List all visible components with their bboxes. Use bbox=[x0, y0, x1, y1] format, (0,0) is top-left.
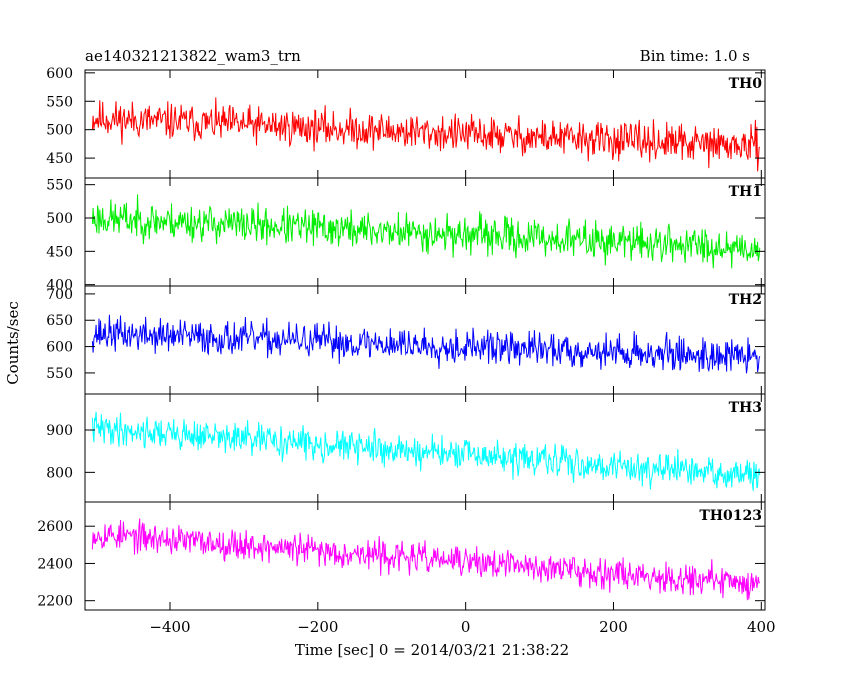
y-tick-label: 450 bbox=[46, 244, 73, 260]
panel-label-th0: TH0 bbox=[729, 76, 763, 92]
y-tick-label: 700 bbox=[46, 287, 73, 303]
chart-title: ae140321213822_wam3_trn bbox=[85, 47, 301, 65]
panel-th3: 800 900 TH3 bbox=[46, 393, 766, 503]
x-tick-label: −200 bbox=[297, 618, 338, 636]
x-tick-label: 200 bbox=[599, 618, 628, 636]
y-tick-label: 600 bbox=[46, 340, 73, 356]
y-tick-label: 800 bbox=[46, 465, 73, 481]
y-tick-label: 900 bbox=[46, 423, 73, 439]
series-line-th2 bbox=[91, 314, 761, 374]
x-tick-label: 0 bbox=[461, 618, 471, 636]
panels-group: 450 500 550 600 TH0 400 450 500 550 TH1 550 600 650 7… bbox=[37, 66, 766, 611]
series-line-th0123 bbox=[91, 518, 761, 601]
y-tick-label: 650 bbox=[46, 313, 73, 329]
panel-label-th0123: TH0123 bbox=[699, 508, 762, 524]
series-line-th0 bbox=[91, 97, 761, 172]
y-tick-label: 450 bbox=[46, 151, 73, 167]
y-tick-label: 400 bbox=[46, 278, 73, 294]
bin-time-label: Bin time: 1.0 s bbox=[640, 47, 750, 65]
y-tick-label: 500 bbox=[46, 211, 73, 227]
y-tick-label: 550 bbox=[46, 178, 73, 194]
series-line-th1 bbox=[91, 194, 761, 269]
panel-label-th2: TH2 bbox=[729, 292, 762, 308]
y-tick-label: 2600 bbox=[37, 519, 73, 535]
panel-frame bbox=[84, 501, 766, 611]
y-tick-label: 550 bbox=[46, 94, 73, 110]
x-axis-label: Time [sec] 0 = 2014/03/21 21:38:22 bbox=[295, 641, 569, 659]
panel-label-th1: TH1 bbox=[729, 184, 762, 200]
panel-th2: 550 600 650 700 TH2 bbox=[46, 285, 766, 395]
panel-th0123: 2200 2400 2600 TH0123 bbox=[37, 501, 766, 611]
y-tick-label: 600 bbox=[46, 66, 73, 82]
x-tick-label: −400 bbox=[149, 618, 190, 636]
y-tick-label: 550 bbox=[46, 366, 73, 382]
panel-frame bbox=[84, 393, 766, 503]
y-tick-label: 2200 bbox=[37, 594, 73, 610]
x-tick-label: 400 bbox=[747, 618, 776, 636]
y-axis-label: Counts/sec bbox=[4, 301, 22, 385]
series-line-th3 bbox=[91, 411, 761, 491]
x-axis: −400 −200 0 200 400 bbox=[149, 618, 775, 636]
y-tick-label: 2400 bbox=[37, 556, 73, 572]
panel-th0: 450 500 550 600 TH0 bbox=[46, 66, 766, 179]
y-tick-label: 500 bbox=[46, 123, 73, 139]
panel-th1: 400 450 500 550 TH1 bbox=[46, 177, 766, 294]
panel-label-th3: TH3 bbox=[729, 400, 762, 416]
